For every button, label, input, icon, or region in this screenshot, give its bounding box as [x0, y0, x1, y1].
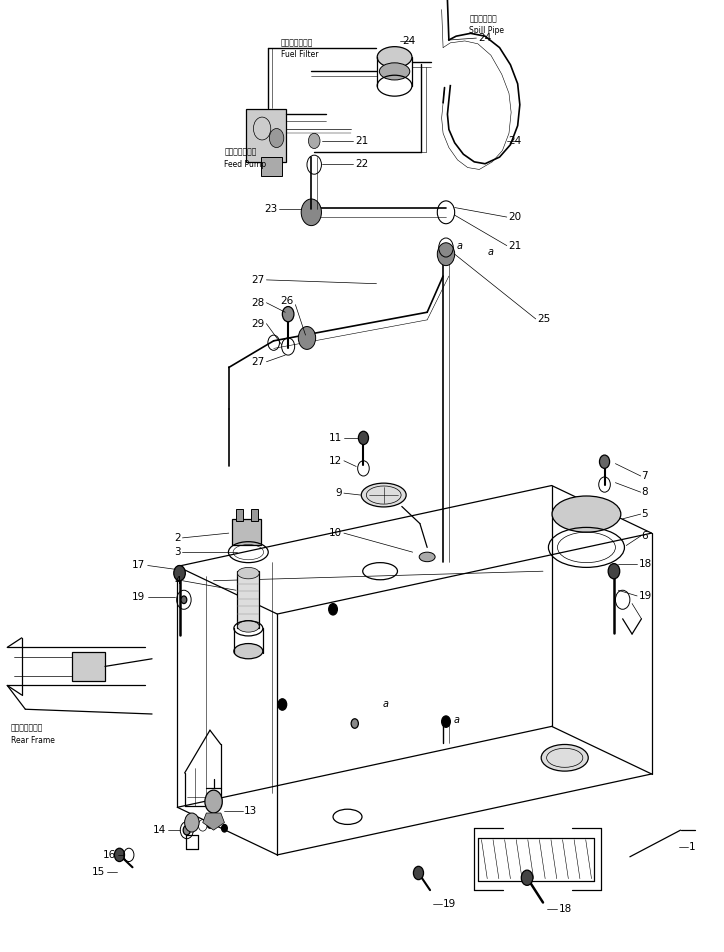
- Circle shape: [308, 133, 320, 149]
- Circle shape: [183, 825, 190, 835]
- Text: 21: 21: [508, 241, 521, 250]
- Text: 19: 19: [639, 591, 652, 601]
- Text: 7: 7: [641, 471, 648, 481]
- Text: 9: 9: [335, 488, 342, 498]
- Text: Rear Frame: Rear Frame: [11, 736, 55, 745]
- Circle shape: [269, 129, 284, 148]
- Text: Spill Pipe: Spill Pipe: [469, 26, 504, 35]
- Text: 24: 24: [402, 36, 415, 46]
- Text: 6: 6: [641, 531, 648, 541]
- Circle shape: [599, 455, 610, 468]
- Ellipse shape: [419, 552, 435, 562]
- Text: 20: 20: [508, 212, 521, 222]
- Text: 27: 27: [251, 275, 264, 285]
- Ellipse shape: [377, 47, 412, 68]
- Text: 25: 25: [537, 314, 550, 324]
- Circle shape: [301, 199, 321, 226]
- Text: 5: 5: [641, 509, 648, 519]
- Text: Feed Pump: Feed Pump: [224, 160, 266, 169]
- Circle shape: [358, 431, 369, 445]
- Text: 2: 2: [174, 533, 181, 543]
- Text: スピルパイプ: スピルパイプ: [469, 14, 497, 24]
- Text: 26: 26: [281, 296, 294, 306]
- Text: 24: 24: [478, 33, 491, 43]
- Text: a: a: [487, 248, 493, 257]
- Circle shape: [351, 719, 358, 728]
- Text: 18: 18: [559, 904, 572, 914]
- Text: 12: 12: [329, 456, 342, 466]
- Circle shape: [278, 699, 287, 710]
- Bar: [232, 519, 261, 545]
- Circle shape: [207, 821, 213, 828]
- Circle shape: [282, 307, 294, 322]
- Circle shape: [222, 824, 227, 832]
- Circle shape: [437, 243, 455, 266]
- Text: フィードポンプ: フィードポンプ: [224, 148, 257, 157]
- Text: リヤーフレーム: リヤーフレーム: [11, 724, 43, 733]
- Ellipse shape: [552, 496, 621, 532]
- Text: 17: 17: [132, 561, 145, 570]
- Text: a: a: [456, 241, 462, 250]
- Text: 19: 19: [132, 592, 145, 602]
- Text: 11: 11: [329, 433, 342, 443]
- Text: 29: 29: [251, 319, 264, 328]
- Text: 15: 15: [92, 867, 105, 877]
- Ellipse shape: [542, 744, 588, 771]
- Text: 1: 1: [689, 843, 696, 852]
- Text: フェルフィルタ: フェルフィルタ: [281, 38, 313, 48]
- Text: 23: 23: [264, 205, 277, 214]
- Ellipse shape: [237, 567, 259, 579]
- Ellipse shape: [237, 621, 259, 632]
- Circle shape: [185, 813, 199, 832]
- Text: 27: 27: [251, 357, 264, 367]
- Circle shape: [608, 564, 620, 579]
- Text: 22: 22: [355, 159, 368, 169]
- Text: a: a: [382, 700, 388, 709]
- Circle shape: [174, 565, 185, 581]
- Circle shape: [413, 866, 424, 880]
- Text: a: a: [453, 715, 459, 724]
- Text: 16: 16: [103, 850, 116, 860]
- Text: 8: 8: [641, 487, 648, 497]
- Text: 4: 4: [174, 576, 181, 585]
- Ellipse shape: [361, 484, 406, 506]
- Bar: [246, 109, 286, 162]
- Text: 28: 28: [251, 298, 264, 307]
- Bar: [72, 652, 105, 681]
- Bar: [261, 157, 282, 176]
- Polygon shape: [203, 813, 224, 830]
- Text: 21: 21: [355, 136, 368, 146]
- Bar: [251, 509, 258, 521]
- Text: 19: 19: [443, 900, 456, 909]
- Text: 13: 13: [244, 806, 257, 816]
- Text: Fuel Filter: Fuel Filter: [281, 50, 319, 59]
- Text: 14: 14: [153, 825, 167, 835]
- Circle shape: [521, 870, 533, 885]
- Ellipse shape: [379, 63, 410, 80]
- Ellipse shape: [234, 644, 263, 659]
- Circle shape: [205, 790, 222, 813]
- Text: 24: 24: [508, 136, 521, 146]
- Circle shape: [298, 327, 316, 349]
- Text: 18: 18: [639, 559, 652, 568]
- Circle shape: [329, 604, 337, 615]
- Circle shape: [114, 848, 125, 862]
- Text: 10: 10: [329, 528, 342, 538]
- Bar: [237, 571, 259, 628]
- Text: 3: 3: [174, 547, 181, 557]
- Circle shape: [181, 596, 187, 604]
- Bar: [236, 509, 243, 521]
- Circle shape: [442, 716, 450, 727]
